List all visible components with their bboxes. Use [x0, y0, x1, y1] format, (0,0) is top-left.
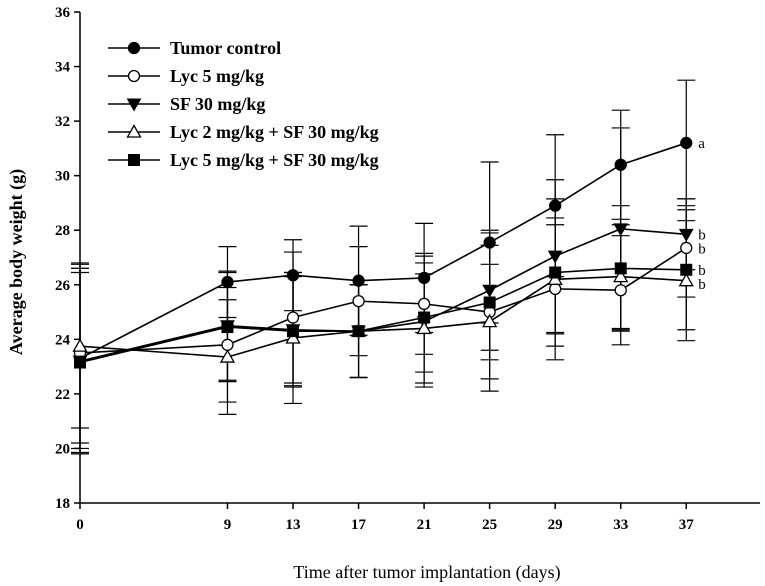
legend: Tumor control Lyc 5 mg/kg SF 30 mg/kg Lyc 2…: [108, 38, 379, 170]
data-point: [680, 136, 693, 150]
y-tick-label: 26: [55, 278, 71, 294]
y-tick-label: 28: [55, 223, 70, 239]
plot-area: 18 20 22 24 26 28 30 32 34 36 0 9 13 17 21 25 29 33 37: [55, 5, 760, 533]
data-point: [221, 275, 234, 289]
y-tick-label: 20: [55, 441, 70, 457]
data-point: [72, 338, 88, 352]
legend-entry-2: Lyc 5 mg/kg: [108, 66, 264, 86]
legend-label: SF 30 mg/kg: [170, 94, 265, 114]
data-point: [285, 330, 301, 344]
y-axis-title: Average body weight (g): [6, 169, 27, 355]
data-point: [219, 349, 236, 363]
significance-label-series-5: b: [698, 263, 706, 279]
series-line-4: [79, 275, 687, 358]
data-point: [549, 199, 562, 212]
data-point: [547, 271, 563, 285]
data-point: [678, 228, 694, 242]
x-tick-label: 17: [351, 517, 367, 533]
markers-series-1: [73, 136, 693, 365]
legend-entry-5: Lyc 5 mg/kg + SF 30 mg/kg: [108, 150, 379, 170]
y-tick-label: 36: [55, 5, 71, 21]
markers-series-5: [74, 262, 693, 369]
y-tick-label: 32: [55, 114, 70, 130]
data-point: [549, 266, 562, 279]
data-point: [678, 272, 694, 287]
data-point: [613, 223, 629, 237]
y-tick-label: 18: [55, 496, 70, 512]
x-tick-label: 9: [224, 517, 232, 533]
data-point: [417, 271, 431, 285]
error-bars-series-4: [71, 220, 696, 429]
data-point: [221, 321, 234, 334]
legend-label: Tumor control: [170, 38, 281, 58]
data-point: [680, 241, 693, 255]
data-point: [286, 269, 300, 282]
data-point: [680, 263, 693, 276]
markers-series-3: [72, 223, 694, 369]
legend-label: Lyc 5 mg/kg + SF 30 mg/kg: [170, 150, 379, 170]
data-point: [549, 282, 562, 296]
x-tick-label: 33: [613, 517, 628, 533]
legend-marker: [127, 41, 141, 55]
data-point: [286, 311, 300, 324]
data-point: [221, 338, 234, 351]
data-point: [613, 268, 629, 283]
error-bars-series-1: [71, 79, 696, 450]
legend-entry-3: SF 30 mg/kg: [108, 94, 265, 114]
significance-label-series-4: b: [698, 277, 706, 293]
error-bars-series-2: [71, 198, 696, 444]
legend-marker: [126, 124, 142, 138]
x-tick-label: 29: [548, 517, 563, 533]
x-axis-title: Time after tumor implantation (days): [293, 562, 560, 583]
significance-label-series-2: b: [698, 241, 706, 257]
data-point: [614, 262, 627, 275]
legend-marker: [126, 98, 142, 112]
data-point: [416, 320, 432, 335]
data-point: [417, 297, 431, 311]
y-tick-label: 30: [55, 169, 70, 185]
data-point: [614, 158, 627, 171]
y-tick-label: 34: [55, 60, 71, 76]
significance-label-series-3: b: [698, 227, 706, 243]
data-point: [352, 294, 365, 308]
y-tick-label: 22: [55, 387, 70, 403]
significance-label-series-1: a: [698, 136, 705, 152]
x-tick-label: 21: [417, 517, 432, 533]
data-point: [482, 313, 498, 328]
x-tick-label: 37: [679, 517, 695, 533]
data-point: [483, 236, 496, 249]
legend-marker: [128, 154, 140, 166]
x-tick-label: 0: [76, 517, 84, 533]
data-point: [352, 274, 365, 287]
data-point: [352, 325, 365, 338]
data-point: [547, 250, 563, 264]
x-tick-label: 13: [286, 517, 301, 533]
legend-entry-1: Tumor control: [108, 38, 281, 58]
data-point: [287, 325, 300, 338]
legend-marker: [127, 69, 141, 83]
data-point: [74, 356, 86, 369]
series-line-2: [79, 247, 687, 354]
data-point: [483, 296, 496, 309]
legend-entry-4: Lyc 2 mg/kg + SF 30 mg/kg: [108, 122, 379, 142]
y-tick-label: 24: [55, 332, 71, 348]
data-point: [614, 284, 627, 297]
legend-label: Lyc 5 mg/kg: [170, 66, 264, 86]
data-point: [418, 311, 431, 324]
legend-label: Lyc 2 mg/kg + SF 30 mg/kg: [170, 122, 379, 142]
x-tick-label: 25: [482, 517, 497, 533]
data-point: [482, 284, 497, 298]
